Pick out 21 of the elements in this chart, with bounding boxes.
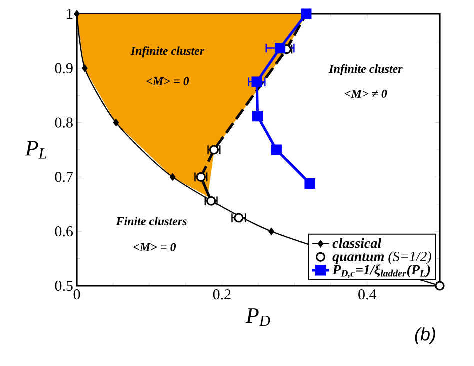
x-tick-label: 0.4: [358, 290, 377, 300]
y-tick-label: 0.6: [55, 226, 74, 237]
y-tick-label: 0.9: [55, 63, 73, 74]
annotation: Infinite cluster: [130, 46, 205, 58]
annotation: <M> = 0: [146, 77, 190, 86]
y-axis-title: P$_{L}$: [25, 141, 47, 159]
x-axis-title: P$_{D}$: [246, 308, 270, 326]
x-tick-label: 0: [74, 290, 80, 300]
y-tick-label: 0.8: [55, 118, 73, 128]
text: (b): [415, 328, 436, 344]
annotation: Finite clusters: [116, 217, 187, 226]
annotation: <M> ≠ 0: [345, 90, 388, 98]
y-tick-label: 0.7: [55, 172, 74, 182]
y-tick-label: 1: [67, 9, 73, 19]
y-tick-label: 0.5: [55, 280, 73, 292]
x-tick-label: 0.2: [213, 290, 231, 300]
legend-label: classical: [332, 238, 382, 248]
annotation: <M> = 0: [134, 243, 176, 252]
legend-label: quantum (S=1/2): [332, 252, 432, 264]
text: P$_{D,c}$=1/ξ$_{ladder}$(P$_{L}$): [332, 264, 430, 278]
annotation: Infinite cluster: [329, 64, 403, 76]
